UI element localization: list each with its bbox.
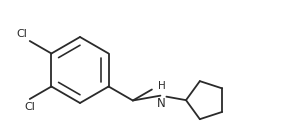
Text: H: H [158,81,165,91]
Text: N: N [157,97,166,110]
Text: Cl: Cl [24,102,35,112]
Text: Cl: Cl [16,29,27,39]
